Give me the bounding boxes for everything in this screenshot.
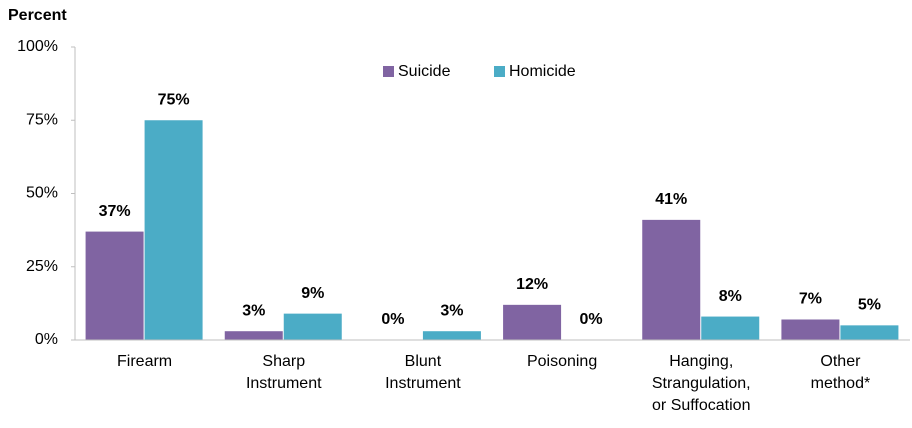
y-tick-label: 25% (26, 258, 58, 275)
x-tick-label: or Suffocation (652, 397, 750, 414)
legend-swatch (494, 66, 505, 77)
x-tick-label: Poisoning (527, 353, 597, 370)
value-label: 0% (381, 311, 404, 328)
value-label: 75% (158, 91, 190, 108)
x-tick-label: Other (820, 353, 861, 370)
x-tick-label: Strangulation, (652, 375, 751, 392)
bar (840, 325, 899, 340)
value-label: 0% (580, 311, 603, 328)
bar (85, 231, 144, 340)
value-label: 12% (516, 276, 548, 293)
bar (422, 331, 481, 340)
y-tick-label: 0% (35, 331, 58, 348)
y-axis-title: Percent (8, 7, 67, 24)
y-tick-label: 50% (26, 185, 58, 202)
x-tick-label: Sharp (262, 353, 305, 370)
x-tick-label: Instrument (246, 375, 322, 392)
bar (503, 304, 562, 340)
value-label: 37% (99, 203, 131, 220)
y-tick-label: 75% (26, 111, 58, 128)
value-label: 9% (301, 285, 324, 302)
legend-label: Homicide (509, 63, 576, 80)
x-tick-label: method* (811, 375, 871, 392)
x-tick-label: Instrument (385, 375, 461, 392)
value-label: 3% (440, 302, 463, 319)
x-tick-label: Blunt (405, 353, 442, 370)
bar (224, 331, 283, 340)
bar (144, 120, 203, 340)
y-tick-label: 100% (17, 38, 58, 55)
x-tick-label: Hanging, (669, 353, 733, 370)
value-label: 5% (858, 297, 881, 314)
legend-swatch (383, 66, 394, 77)
value-label: 7% (799, 291, 822, 308)
bar (701, 316, 760, 340)
bar (781, 319, 840, 340)
x-tick-label: Firearm (117, 353, 172, 370)
legend-label: Suicide (398, 63, 451, 80)
value-label: 3% (242, 302, 265, 319)
bar (642, 219, 701, 340)
bar (283, 313, 342, 340)
value-label: 8% (719, 288, 742, 305)
value-label: 41% (655, 191, 687, 208)
